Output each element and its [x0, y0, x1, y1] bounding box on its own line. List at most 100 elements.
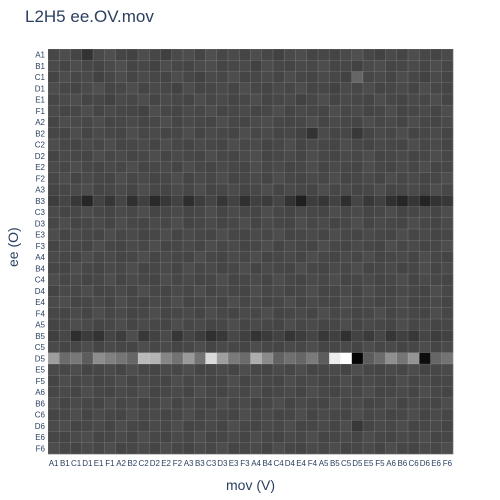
heatmap-cell-D2-C4: [273, 150, 285, 162]
heatmap-cell-E4-C4: [273, 296, 285, 309]
y-tick-label-D1: D1: [35, 84, 46, 93]
heatmap-cell-C1-B5: [329, 71, 341, 84]
heatmap-cell-A2-F2: [171, 116, 184, 129]
y-tick-label-D3: D3: [35, 219, 46, 228]
heatmap-cell-C2-E1: [93, 139, 105, 151]
y-tick-labels: A1 B1 C1 D1 E1 F1 A2 B2 C2 D2 E2 F2 A3 B3 C3 D3 E3 F3 A4 B4…: [35, 51, 46, 454]
heatmap-cell-C4-F1: [104, 274, 116, 286]
heatmap-cell-B6-A4: [250, 397, 263, 410]
heatmap-cell-E6-E2: [160, 431, 173, 444]
heatmap-cell-D6-E2: [160, 420, 173, 432]
heatmap-cell-F6-E4: [295, 442, 308, 455]
heatmap-cell-E5-C4: [273, 364, 285, 376]
heatmap-cell-D6-F5: [374, 420, 386, 432]
heatmap-cell-F5-E2: [160, 375, 173, 387]
heatmap-cell-E1-A5: [318, 94, 330, 106]
heatmap-cell-D4-A5: [318, 285, 330, 297]
heatmap-cell-D3-F3: [239, 217, 251, 230]
heatmap-cell-A3-C3: [205, 184, 218, 196]
heatmap-cell-A5-A4: [250, 319, 263, 331]
heatmap-cell-F6-B4: [261, 442, 274, 455]
heatmap-cell-D3-F1: [104, 217, 116, 230]
heatmap-cell-C5-F5: [374, 341, 386, 354]
heatmap-cell-C6-E6: [430, 409, 443, 421]
heatmap-cell-A4-E5: [363, 251, 375, 264]
heatmap-cell-F5-C4: [273, 375, 285, 387]
heatmap-cell-A4-F6: [441, 251, 454, 264]
heatmap-cell-D5-C5: [340, 352, 353, 365]
heatmap-cell-A6-A6: [385, 386, 398, 399]
heatmap-cell-A5-F6: [441, 319, 454, 331]
heatmap-cell-E6-F1: [104, 431, 116, 444]
heatmap-cell-E5-D5: [351, 364, 364, 376]
heatmap-cell-B2-A4: [250, 127, 263, 140]
heatmap-cell-F1-C4: [273, 105, 285, 117]
heatmap-cell-D2-F1: [104, 150, 116, 162]
heatmap-cell-C6-C6: [408, 409, 420, 421]
y-tick-label-D2: D2: [35, 152, 46, 161]
heatmap-cell-A5-E3: [228, 319, 240, 331]
heatmap-cell-A6-F4: [306, 386, 319, 399]
heatmap-cell-D1-C4: [273, 82, 285, 95]
heatmap-cell-B5-E1: [93, 330, 105, 342]
heatmap-cell-A3-D1: [81, 184, 94, 196]
heatmap-cell-B3-E5: [363, 195, 375, 207]
heatmap-cell-E5-E4: [295, 364, 308, 376]
heatmap-cell-D2-E3: [228, 150, 240, 162]
heatmap-cell-E6-E3: [228, 431, 240, 444]
heatmap-cell-A1-E1: [93, 49, 105, 61]
heatmap-cell-E5-C5: [340, 364, 353, 376]
heatmap-cell-D4-F4: [306, 285, 319, 297]
heatmap-cell-F3-C4: [273, 240, 285, 252]
heatmap-cell-A6-C4: [273, 386, 285, 399]
heatmap-cell-C6-A5: [318, 409, 330, 421]
heatmap-cell-B1-D3: [216, 60, 229, 72]
heatmap-cell-B5-D5: [351, 330, 364, 342]
heatmap-cell-F5-B1: [59, 375, 71, 387]
heatmap-cell-F1-F2: [171, 105, 184, 117]
heatmap-cell-A4-D6: [419, 251, 431, 264]
heatmap-cell-B2-A1: [48, 127, 60, 140]
heatmap-cell-C3-F5: [374, 206, 386, 219]
heatmap-cell-D3-E4: [295, 217, 308, 230]
heatmap-cell-C6-C4: [273, 409, 285, 421]
heatmap-cell-C4-B5: [329, 274, 341, 286]
heatmap-cell-B1-D1: [81, 60, 94, 72]
heatmap-cell-E6-F4: [306, 431, 319, 444]
heatmap-cell-D6-A1: [48, 420, 60, 432]
heatmap-cell-C5-A4: [250, 341, 263, 354]
heatmap-cell-A3-F1: [104, 184, 116, 196]
heatmap-cell-E2-F3: [239, 161, 251, 174]
heatmap-cell-B6-B4: [261, 397, 274, 410]
heatmap-cell-C3-C5: [340, 206, 353, 219]
heatmap-cell-F2-A2: [115, 172, 128, 185]
heatmap-cell-B2-A6: [385, 127, 398, 140]
heatmap-cell-D4-C2: [138, 285, 150, 297]
chart-title: L2H5 ee.OV.mov: [25, 7, 154, 26]
heatmap-cell-F6-C6: [408, 442, 420, 455]
heatmap-cell-C6-B1: [59, 409, 71, 421]
heatmap-cell-D1-D2: [149, 82, 161, 95]
heatmap-cell-D2-D2: [149, 150, 161, 162]
heatmap-cell-B6-C3: [205, 397, 218, 410]
heatmap-cell-A5-D3: [216, 319, 229, 331]
heatmap-cell-F6-D3: [216, 442, 229, 455]
heatmap-cell-A5-C6: [408, 319, 420, 331]
heatmap-cell-E5-F2: [171, 364, 184, 376]
heatmap-cell-E5-B4: [261, 364, 274, 376]
heatmap-cell-D3-B3: [194, 217, 206, 230]
heatmap-cell-D1-F1: [104, 82, 116, 95]
x-tick-label-F6: F6: [443, 459, 453, 468]
heatmap-cell-D2-A3: [183, 150, 195, 162]
heatmap-cell-A2-B6: [396, 116, 409, 129]
heatmap-cell-A5-E2: [160, 319, 173, 331]
heatmap-cell-E2-C3: [205, 161, 218, 174]
heatmap-cell-F6-B1: [59, 442, 71, 455]
heatmap-cell-C3-A5: [318, 206, 330, 219]
heatmap-cell-E6-A5: [318, 431, 330, 444]
heatmap-cell-F3-D4: [284, 240, 296, 252]
heatmap-cell-C4-D5: [351, 274, 364, 286]
heatmap-cell-A5-B3: [194, 319, 206, 331]
heatmap-cell-B5-D6: [419, 330, 431, 342]
heatmap-cell-C1-A4: [250, 71, 263, 84]
